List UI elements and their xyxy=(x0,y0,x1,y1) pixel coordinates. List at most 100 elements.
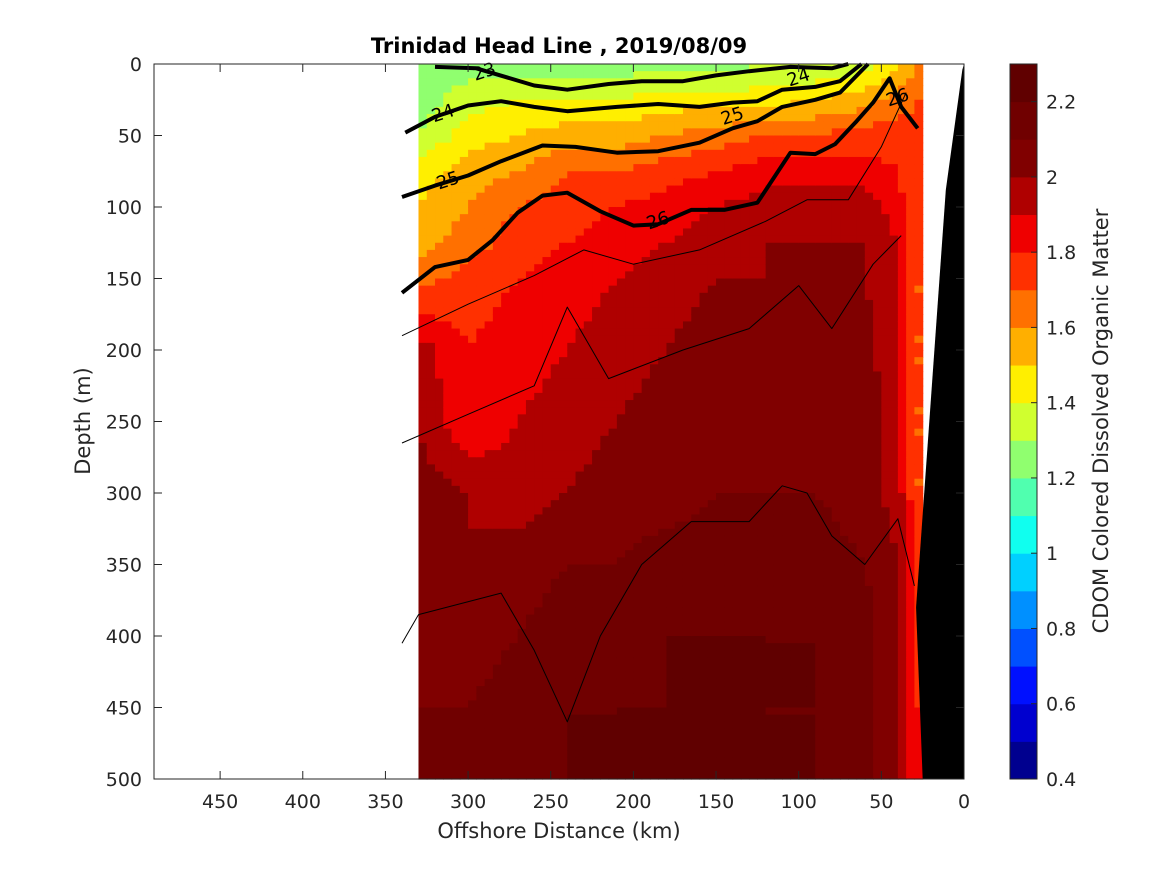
heatmap-cell xyxy=(773,428,783,437)
heatmap-cell xyxy=(616,614,626,623)
heatmap-cell xyxy=(658,385,668,394)
heatmap-cell xyxy=(658,114,668,122)
heatmap-cell xyxy=(732,78,742,87)
heatmap-cell xyxy=(525,314,535,322)
heatmap-cell xyxy=(459,156,469,165)
heatmap-cell xyxy=(575,185,585,194)
heatmap-cell xyxy=(707,335,717,344)
heatmap-cell xyxy=(806,421,816,430)
heatmap-cell xyxy=(798,628,808,637)
heatmap-cell xyxy=(815,357,825,365)
heatmap-cell xyxy=(806,493,816,501)
heatmap-cell xyxy=(699,478,709,487)
heatmap-cell xyxy=(426,71,436,79)
heatmap-cell xyxy=(583,171,593,179)
heatmap-cell xyxy=(583,135,593,144)
heatmap-cell xyxy=(443,378,453,387)
heatmap-cell xyxy=(600,235,610,244)
heatmap-cell xyxy=(509,407,519,415)
heatmap-cell xyxy=(691,607,701,616)
heatmap-cell xyxy=(757,400,767,408)
heatmap-cell xyxy=(559,721,568,730)
heatmap-cell xyxy=(790,593,800,601)
heatmap-cell xyxy=(418,106,428,115)
heatmap-cell xyxy=(815,571,825,580)
heatmap-cell xyxy=(435,192,444,201)
heatmap-cell xyxy=(575,156,585,165)
heatmap-cell xyxy=(559,521,568,530)
heatmap-cell xyxy=(699,357,709,365)
heatmap-cell xyxy=(633,700,643,709)
heatmap-cell xyxy=(509,686,519,694)
heatmap-cell xyxy=(782,271,792,280)
heatmap-cell xyxy=(749,78,758,87)
heatmap-cell xyxy=(517,342,527,351)
heatmap-cell xyxy=(790,178,800,187)
heatmap-cell xyxy=(782,743,792,751)
heatmap-cell xyxy=(732,335,742,344)
heatmap-cell xyxy=(682,371,692,380)
heatmap-cell xyxy=(782,550,792,558)
heatmap-cell xyxy=(583,471,593,480)
heatmap-cell xyxy=(534,364,544,373)
heatmap-cell xyxy=(674,450,684,458)
heatmap-cell xyxy=(525,607,535,616)
heatmap-cell xyxy=(476,493,486,501)
heatmap-cell xyxy=(575,407,585,415)
heatmap-cell xyxy=(492,85,502,94)
heatmap-cell xyxy=(625,400,634,408)
heatmap-cell xyxy=(674,607,684,616)
heatmap-cell xyxy=(740,264,750,272)
heatmap-cell xyxy=(608,700,618,709)
heatmap-cell xyxy=(732,92,742,101)
heatmap-cell xyxy=(525,507,535,516)
heatmap-cell xyxy=(625,321,634,330)
heatmap-cell xyxy=(815,743,825,751)
heatmap-cell xyxy=(716,242,725,251)
heatmap-cell xyxy=(468,264,477,272)
heatmap-cell xyxy=(592,528,601,537)
heatmap-cell xyxy=(649,578,659,587)
heatmap-cell xyxy=(815,335,825,344)
heatmap-cell xyxy=(616,207,626,215)
heatmap-cell xyxy=(732,228,742,237)
heatmap-cell xyxy=(550,314,560,322)
heatmap-cell xyxy=(823,292,833,301)
heatmap-cell xyxy=(567,207,577,215)
heatmap-cell xyxy=(699,714,709,723)
heatmap-cell xyxy=(459,628,469,637)
heatmap-cell xyxy=(443,228,453,237)
heatmap-cell xyxy=(550,628,560,637)
heatmap-cell xyxy=(649,292,659,301)
heatmap-cell xyxy=(782,678,792,687)
heatmap-cell xyxy=(459,521,469,530)
heatmap-cell xyxy=(740,378,750,387)
heatmap-cell xyxy=(782,771,792,780)
heatmap-cell xyxy=(600,249,610,258)
heatmap-cell xyxy=(492,414,502,423)
heatmap-cell xyxy=(691,707,701,716)
heatmap-cell xyxy=(815,628,825,637)
heatmap-cell xyxy=(658,664,668,673)
heatmap-cell xyxy=(542,564,552,573)
heatmap-cell xyxy=(559,335,568,344)
heatmap-cell xyxy=(501,736,511,744)
heatmap-cell xyxy=(509,500,519,508)
heatmap-cell xyxy=(765,507,775,516)
heatmap-cell xyxy=(823,414,833,423)
heatmap-cell xyxy=(583,721,593,730)
heatmap-cell xyxy=(616,585,626,594)
heatmap-cell xyxy=(567,550,577,558)
heatmap-cell xyxy=(773,185,783,194)
heatmap-cell xyxy=(517,92,527,101)
heatmap-cell xyxy=(550,543,560,551)
heatmap-cell xyxy=(484,621,494,630)
heatmap-cell xyxy=(757,564,767,573)
heatmap-cell xyxy=(749,171,758,179)
heatmap-cell xyxy=(740,736,750,744)
heatmap-cell xyxy=(740,428,750,437)
heatmap-cell xyxy=(699,721,709,730)
heatmap-cell xyxy=(592,743,601,751)
heatmap-cell xyxy=(815,493,825,501)
heatmap-cell xyxy=(682,242,692,251)
